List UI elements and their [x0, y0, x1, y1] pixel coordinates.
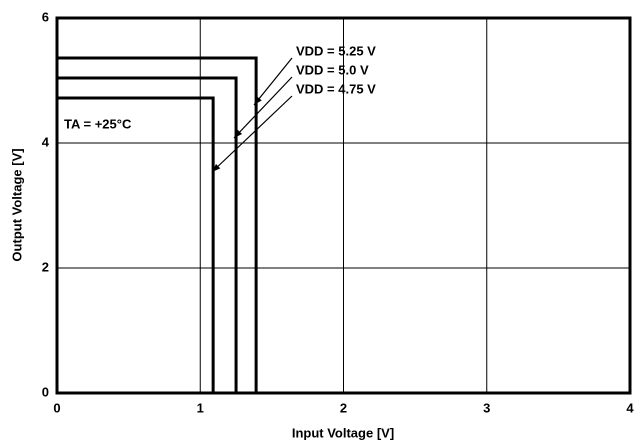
arrow-line — [211, 95, 293, 173]
x-tick-label: 2 — [340, 400, 347, 415]
series-line — [57, 76, 238, 393]
x-tick-label: 0 — [53, 400, 60, 415]
annotation: TA = +25°C — [64, 116, 132, 131]
arrow-head — [254, 96, 262, 105]
arrow-head — [234, 129, 243, 138]
legend-label: VDD = 4.75 V — [296, 81, 376, 96]
x-tick-label: 3 — [483, 400, 490, 415]
y-tick-label: 4 — [42, 134, 50, 149]
x-tick-label: 4 — [626, 400, 634, 415]
y-tick-label: 6 — [42, 9, 49, 24]
arrow-line — [233, 76, 293, 139]
x-tick-label: 1 — [197, 400, 204, 415]
y-tick-label: 0 — [42, 384, 49, 399]
y-axis-label: Output Voltage [V] — [9, 148, 24, 261]
legend-label: VDD = 5.0 V — [296, 62, 369, 77]
arrow-head — [212, 163, 221, 172]
x-axis-label: Input Voltage [V] — [292, 425, 394, 440]
y-tick-label: 2 — [42, 259, 49, 274]
arrow-line — [253, 57, 293, 106]
series-line — [57, 56, 258, 393]
series-line — [57, 96, 215, 393]
legend-label: VDD = 5.25 V — [296, 43, 376, 58]
plot-frame — [55, 16, 632, 395]
